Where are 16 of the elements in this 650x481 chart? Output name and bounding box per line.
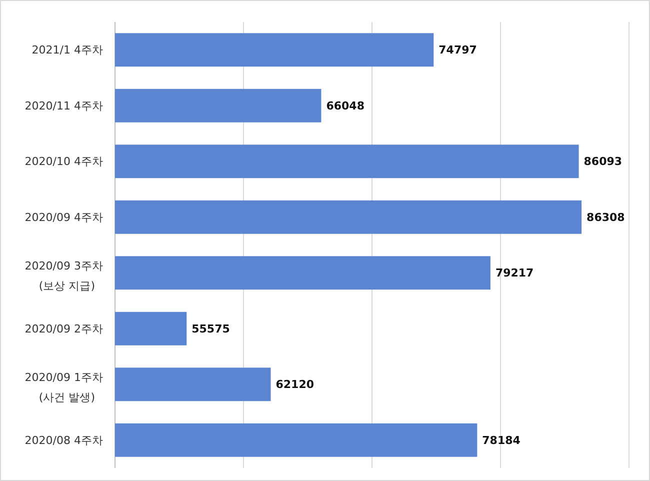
- y-tick-label: 2020/09 2주차: [24, 322, 103, 336]
- data-label: 55575: [192, 322, 230, 336]
- y-tick-label: 2020/09 3주차 (보상 지급): [24, 260, 103, 293]
- y-tick-label: 2020/08 4주차: [24, 434, 103, 447]
- y-tick-label: 2021/1 4주차: [32, 44, 103, 57]
- data-label: 62120: [276, 378, 314, 392]
- y-tick-label: 2020/11 4주차: [24, 99, 103, 112]
- data-label: 66048: [326, 99, 364, 112]
- data-label: 78184: [482, 434, 521, 447]
- data-label: 86093: [584, 155, 622, 168]
- y-tick-label: 2020/09 4주차: [24, 210, 103, 224]
- data-label: 74797: [438, 44, 477, 57]
- y-tick-label: 2020/09 1주차 (사건 발생): [24, 371, 103, 404]
- y-tick-label: 2020/10 4주차: [24, 155, 103, 168]
- data-label: 86308: [586, 210, 625, 224]
- data-label: 79217: [495, 266, 534, 280]
